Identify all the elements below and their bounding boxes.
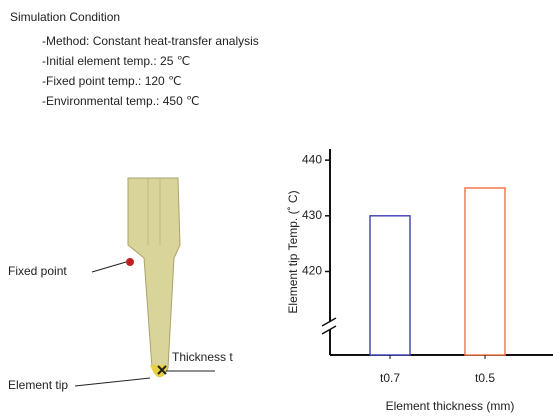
x-tick-label: t0.5	[475, 371, 495, 385]
y-tick-label: 440	[302, 152, 322, 166]
condition-item: -Initial element temp.: 25 ℃	[42, 54, 190, 68]
x-tick-label: t0.7	[380, 371, 400, 385]
bar	[465, 188, 505, 355]
chart: Element tip Temp. (˚ C) Element thicknes…	[286, 149, 553, 413]
fixed-point-label: Fixed point	[8, 264, 67, 278]
thickness-label: Thickness t	[172, 350, 233, 364]
x-axis-label: Element thickness (mm)	[386, 399, 515, 413]
bar	[370, 216, 410, 355]
condition-item: -Fixed point temp.: 120 ℃	[42, 74, 182, 88]
y-tick-label: 430	[302, 208, 322, 222]
y-axis-label: Element tip Temp. (˚ C)	[286, 190, 300, 313]
conditions-title: Simulation Condition	[10, 10, 120, 24]
figure: Simulation Condition -Method: Constant h…	[0, 0, 553, 417]
condition-item: -Method: Constant heat-transfer analysis	[42, 34, 259, 48]
y-tick-label: 420	[302, 264, 322, 278]
element-tip-label: Element tip	[8, 378, 68, 392]
condition-item: -Environmental temp.: 450 ℃	[42, 94, 200, 108]
